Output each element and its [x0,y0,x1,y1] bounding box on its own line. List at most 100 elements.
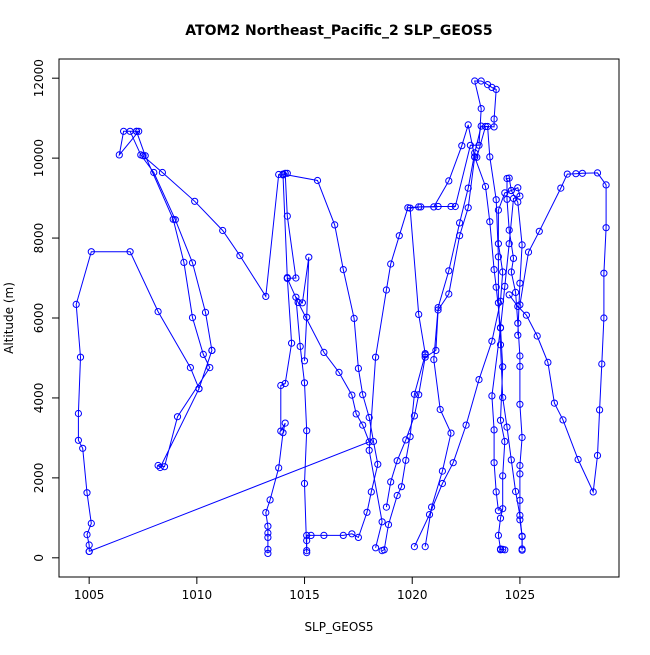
data-point [262,508,270,517]
data-point [277,427,285,435]
data-point [514,319,522,327]
data-point [331,221,339,229]
data-point [415,391,423,399]
data-point [574,455,582,464]
data-point [421,543,429,551]
data-point [180,258,188,266]
data-point [499,363,507,371]
data-point [496,341,505,349]
series-line [142,155,293,554]
data-point [135,127,143,135]
data-point [387,478,395,486]
data-point [188,314,197,322]
data-point [516,516,524,524]
x-axis: 1005 1010 1015 1020 1025 [74,576,535,602]
plot-frame [58,58,620,578]
data-point [494,299,502,307]
data-point [374,460,382,468]
data-point [195,385,203,393]
series-line [368,124,476,548]
series-4 [292,253,313,555]
data-point [372,544,380,552]
series-line [413,187,521,547]
data-point [512,288,520,296]
series-6 [365,121,479,552]
y-axis-label: Altitude (m) [2,282,16,354]
data-point [348,391,356,399]
data-point [507,186,515,195]
data-point [593,169,602,177]
y-axis: 0 2000 4000 6000 8000 10000 12000 [32,59,60,562]
data-point [524,248,533,256]
data-point [589,488,597,496]
data-point [378,518,386,526]
data-point [279,429,287,437]
data-point [514,331,522,339]
data-point [156,463,164,472]
data-point [505,226,513,234]
data-point [303,313,311,321]
data-point [494,531,502,540]
y-tick-label: 0 [32,554,46,562]
data-point [307,531,315,540]
data-point [74,409,83,418]
data-point [206,364,214,372]
data-point [600,314,608,322]
data-point [488,337,496,345]
data-point [350,314,358,322]
data-point [475,376,483,384]
data-point [464,204,472,212]
data-point [320,348,328,356]
data-point [369,437,378,446]
data-point [505,240,513,248]
data-point [283,212,291,220]
data-point [447,429,455,437]
data-point [150,168,158,177]
plot-layer [72,77,610,558]
x-tick-label: 1020 [397,588,428,602]
data-point [481,182,490,191]
data-point [320,531,328,540]
data-point [514,198,522,206]
data-point [74,436,83,444]
data-point [488,392,496,400]
data-point [72,300,80,308]
data-point [596,406,604,414]
data-point [283,274,291,282]
data-point [201,308,210,316]
data-point [501,546,509,554]
data-point [154,461,162,470]
data-point [313,176,322,185]
data-point [488,83,496,92]
data-point [275,464,283,472]
data-point [518,433,526,442]
data-point [264,522,272,530]
y-tick-label: 10000 [32,139,46,177]
data-point [132,127,141,135]
data-point [266,496,274,504]
data-point [281,379,289,388]
data-point [382,286,390,294]
data-point [514,184,522,192]
data-point [516,362,524,370]
data-point [359,391,367,399]
data-point [365,446,373,454]
data-point [503,423,511,431]
data-point [87,519,95,528]
series-1 [72,127,216,556]
data-point [492,283,500,291]
data-point [516,470,524,478]
data-point [486,218,494,226]
data-point [372,353,380,361]
data-point [432,346,440,354]
data-point [514,302,522,310]
data-point [402,436,410,444]
data-point [436,405,444,414]
data-point [602,181,610,189]
x-axis-label: SLP_GEOS5 [304,620,373,634]
data-point [397,483,406,491]
data-point [471,149,479,157]
data-point [120,127,128,135]
data-point [490,115,498,123]
data-point [303,427,311,435]
